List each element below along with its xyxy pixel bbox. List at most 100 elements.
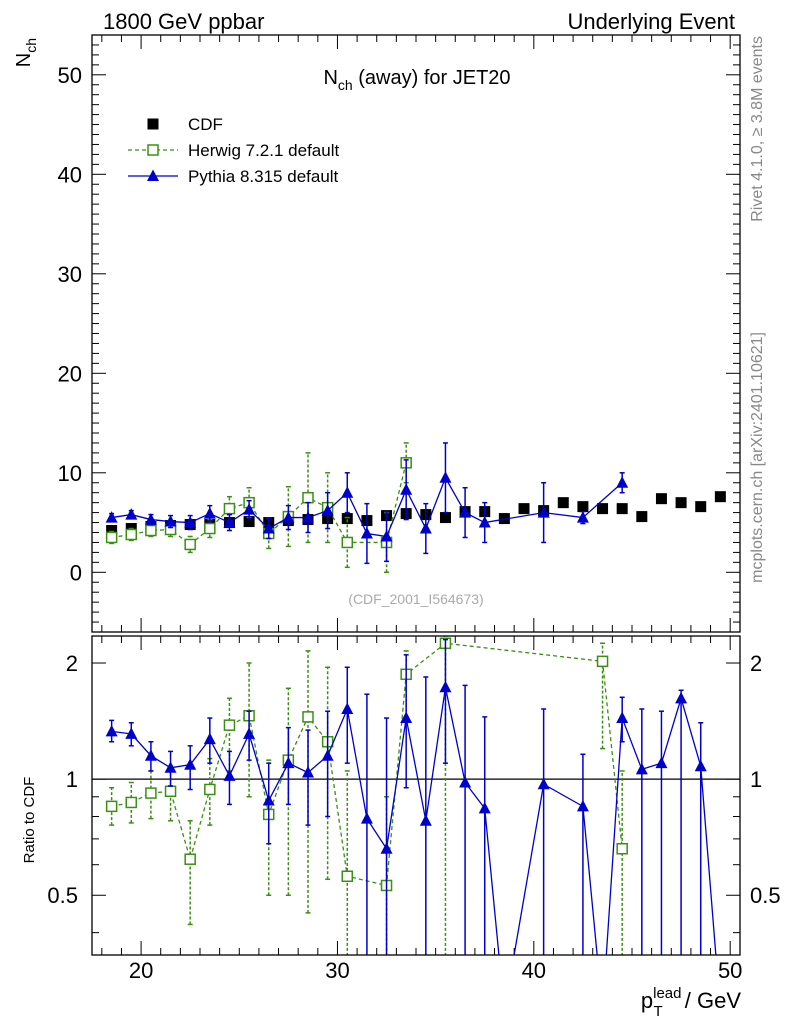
rivet-version-label: Rivet 4.1.0, ≥ 3.8M events xyxy=(749,36,766,222)
cdf-point xyxy=(341,513,353,525)
pythia-8-315-default-ratio-point xyxy=(576,799,589,812)
herwig-7-2-1-default-ratio-point xyxy=(596,655,609,668)
pythia-8-315-default-ratio-point xyxy=(302,766,314,778)
pythia-8-315-default-ratio-point xyxy=(203,732,216,745)
legend-entry-3-marker xyxy=(147,169,159,181)
herwig-7-2-1-default-ratio-point xyxy=(223,719,236,731)
pythia-8-315-default-ratio-point xyxy=(164,761,177,773)
ratio-ylabel: Ratio to CDF xyxy=(21,777,38,864)
cdf-point xyxy=(518,503,530,515)
pythia-8-315-default-point xyxy=(321,504,334,516)
main-ytick-label: 20 xyxy=(58,361,82,386)
pythia-8-315-default-point xyxy=(616,476,629,488)
cdf-point xyxy=(675,497,687,509)
cdf-point xyxy=(243,516,255,528)
legend: CDF Herwig 7.2.1 default Pythia 8.315 defa… xyxy=(128,115,339,186)
pythia-8-315-default-ratio-point xyxy=(243,727,256,739)
main-ytick-label: 10 xyxy=(58,461,82,486)
cdf-point xyxy=(636,511,648,523)
pythia-8-315-default-ratio-point xyxy=(223,769,236,781)
pythia-8-315-default-point xyxy=(282,511,295,523)
ratio-ytick-label-right: 0.5 xyxy=(750,883,781,908)
herwig-7-2-1-default-point xyxy=(125,528,138,541)
pythia-8-315-default-ratio-point xyxy=(321,749,334,761)
xtick-label: 30 xyxy=(325,958,349,983)
xtick-label: 40 xyxy=(522,958,546,983)
legend-entry-1-marker xyxy=(147,118,159,130)
cdf-point xyxy=(616,503,628,515)
cdf-point xyxy=(557,497,569,509)
mcplots-label: mcplots.cern.ch [arXiv:2401.10621] xyxy=(749,332,766,583)
ratio-plot-panel: 0.5 0.5 1 1 2 2 20 30 40 50 Ratio to CDF plead T /… xyxy=(21,635,781,1020)
pythia-8-315-default-ratio-point xyxy=(144,749,157,761)
herwig-7-2-1-default-point xyxy=(184,538,196,551)
pythia-8-315-default-point xyxy=(459,506,472,518)
pythia-8-315-default-point xyxy=(144,513,157,525)
pythia-8-315-default-ratio-point xyxy=(694,759,707,772)
pythia-8-315-default-ratio-point xyxy=(105,724,118,737)
pythia-8-315-default-ratio-point xyxy=(380,842,393,854)
main-plot-title: Nch (away) for JET20 xyxy=(323,67,510,93)
cdf-point xyxy=(498,513,510,525)
cdf-point xyxy=(597,503,609,515)
pythia-8-315-default-ratio-point xyxy=(360,812,373,824)
herwig-7-2-1-default-point xyxy=(341,536,354,549)
pythia-8-315-default-point xyxy=(360,526,373,539)
pythia-8-315-default-ratio-point xyxy=(439,680,452,693)
pythia-8-315-default-ratio-point xyxy=(537,777,550,790)
xtick-label: 50 xyxy=(718,958,742,983)
pythia-8-315-default-ratio-point xyxy=(655,756,668,769)
herwig-7-2-1-default-ratio-point xyxy=(164,785,177,798)
ratio-plot-frame xyxy=(91,635,741,956)
pythia-8-315-default-ratio-point xyxy=(675,691,688,704)
pythia-8-315-default-ratio-point xyxy=(478,801,491,814)
main-plot-frame xyxy=(91,34,741,633)
herwig-7-2-1-default-ratio-point xyxy=(184,853,196,865)
pythia-8-315-default-point xyxy=(223,516,236,528)
pythia-8-315-default-point xyxy=(203,507,216,519)
main-ytick-label: 30 xyxy=(58,262,82,287)
main-plot-panel: 0 10 20 30 40 50 Nch (away) for JET20 Nch (CD… xyxy=(13,34,741,633)
herwig-7-2-1-default-ratio-point xyxy=(145,787,157,799)
herwig-7-2-1-default-ratio-point xyxy=(204,783,216,796)
cdf-point xyxy=(655,493,667,505)
herwig-7-2-1-default-ratio-point xyxy=(616,842,628,855)
pythia-8-315-default-ratio-point xyxy=(597,1005,609,1017)
herwig-7-2-1-default-point xyxy=(145,524,157,537)
cdf-point xyxy=(106,525,118,537)
pythia-8-315-default-ratio-point xyxy=(262,794,275,806)
xaxis-label: plead T / GeV xyxy=(641,985,741,1020)
cdf-point xyxy=(695,501,707,513)
herwig-7-2-1-default-ratio-point xyxy=(341,870,354,883)
header-energy: 1800 GeV ppbar xyxy=(103,9,264,34)
pythia-8-315-default-point xyxy=(262,522,275,534)
pythia-8-315-default-ratio-point xyxy=(125,727,138,739)
pythia-8-315-default-point xyxy=(537,506,550,518)
ratio-tick-labels: 0.5 0.5 1 1 2 2 20 30 40 50 xyxy=(47,651,780,983)
xtick-label: 20 xyxy=(129,958,153,983)
main-ytick-label: 0 xyxy=(70,560,82,585)
pythia-8-315-default-point xyxy=(164,515,177,527)
herwig-7-2-1-default-point xyxy=(105,531,118,544)
herwig-7-2-1-default-point xyxy=(302,491,314,504)
legend-entry-3-label: Pythia 8.315 default xyxy=(188,167,339,186)
herwig-7-2-1-default-ratio-point xyxy=(105,800,118,813)
pythia-8-315-default-point xyxy=(419,522,432,534)
main-data-marks xyxy=(105,442,726,574)
main-ylabel: Nch xyxy=(13,38,39,67)
analysis-watermark: (CDF_2001_I564673) xyxy=(348,591,483,607)
pythia-8-315-default-ratio-point xyxy=(341,702,354,714)
pythia-8-315-default-point xyxy=(478,516,491,528)
pythia-8-315-default-point xyxy=(243,503,256,515)
main-ytick-label: 50 xyxy=(58,63,82,88)
main-tick-labels: 0 10 20 30 40 50 xyxy=(58,63,82,585)
main-ytick-label: 40 xyxy=(58,162,82,187)
herwig-7-2-1-default-point xyxy=(223,502,236,515)
ratio-ytick-label-left: 0.5 xyxy=(47,883,78,908)
pythia-8-315-default-point xyxy=(125,508,138,520)
pythia-8-315-default-ratio-point xyxy=(498,1005,510,1017)
ratio-ytick-label-right: 2 xyxy=(750,651,762,676)
cdf-point xyxy=(577,501,589,513)
ratio-ytick-label-left: 2 xyxy=(66,651,78,676)
pythia-8-315-default-ratio-point xyxy=(459,776,472,788)
